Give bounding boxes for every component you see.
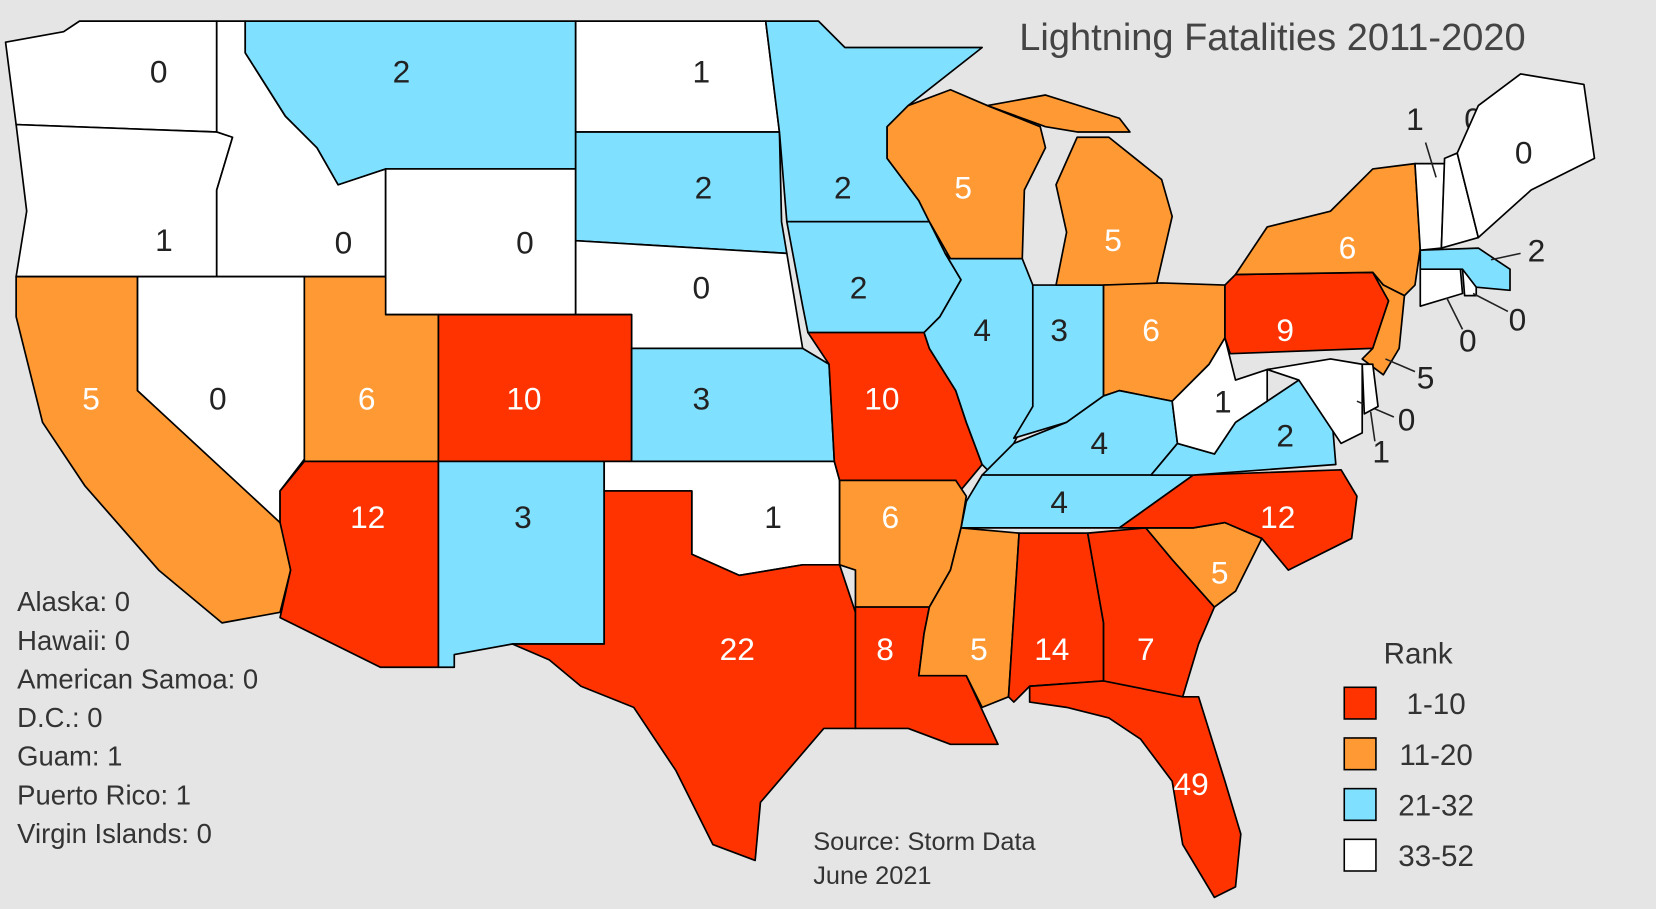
state-value: 1 [1372,433,1390,469]
state-value: 5 [1104,222,1122,258]
state-region [1007,532,1105,703]
state-value: 6 [1142,312,1160,348]
state-region [886,88,1047,260]
leader-line [1385,358,1416,373]
state-value: 3 [1050,312,1068,348]
state-value: 10 [864,381,899,417]
state-value: 4 [973,312,991,348]
state-region [384,168,577,316]
legend-swatch [1343,686,1377,720]
state-value: 1 [155,222,173,258]
legend-swatch [1343,787,1377,822]
legend-label: 21-32 [1398,789,1474,822]
state-value: 1 [1214,384,1232,420]
state-region [511,490,857,862]
state-value: 4 [1050,484,1068,520]
leader-line [1424,142,1437,178]
territory-note: Virgin Islands: 0 [17,818,212,849]
state-value: 4 [1091,425,1109,461]
state-region [574,20,781,133]
territory-note: Guam: 1 [17,741,122,772]
state-value: 0 [693,270,711,306]
state-value: 2 [1276,417,1294,453]
legend-title: Rank [1384,637,1453,670]
state-value: 1 [764,499,782,535]
state-region [1361,271,1406,376]
state-region [1171,336,1269,455]
leader-line [1445,297,1464,330]
state-value: 2 [393,53,411,89]
state-region [986,94,1131,133]
state-region [1055,136,1174,286]
state-region [1361,363,1379,415]
legend-swatch [1343,838,1377,872]
state-value: 2 [834,169,852,205]
state-region [1266,358,1364,445]
state-value: 9 [1276,312,1294,348]
state-region [630,347,836,463]
legend-swatch [1343,737,1377,771]
state-value: 5 [1211,555,1229,591]
state-value: 8 [876,631,894,667]
state-value: 14 [1034,631,1069,667]
state-value: 1 [1406,101,1424,137]
state-region [1118,468,1358,571]
legend-label: 33-52 [1398,840,1474,873]
state-value: 0 [1515,135,1533,171]
state-region [4,20,218,133]
leader-line [1490,252,1521,261]
state-value: 6 [1339,230,1357,266]
state-value: 7 [1137,631,1155,667]
state-value: 5 [954,169,972,205]
territory-note: Hawaii: 0 [17,625,130,656]
state-value: 5 [970,631,988,667]
state-value: 0 [516,224,534,260]
state-value: 0 [1509,301,1527,337]
state-value: 6 [881,499,899,535]
state-value: 0 [209,381,227,417]
territory-note: D.C.: 0 [17,702,102,733]
state-value: 3 [514,499,532,535]
state-region [1028,680,1242,899]
state-value: 0 [150,53,168,89]
state-region [574,131,788,255]
state-value: 0 [1459,322,1477,358]
state-value: 10 [506,381,541,417]
legend-label: 11-20 [1399,739,1472,772]
territory-note: Puerto Rico: 1 [17,779,191,810]
state-value: 49 [1174,766,1209,802]
state-value: 12 [1260,499,1295,535]
state-value: 22 [720,631,755,667]
leader-line [1369,411,1376,442]
state-region [1224,271,1390,355]
state-value: 12 [350,499,385,535]
state-value: 0 [1398,402,1416,438]
leader-line [1472,292,1509,313]
state-value: 0 [335,224,353,260]
state-region [1419,247,1511,292]
source-note: June 2021 [813,862,931,890]
territory-note: Alaska: 0 [17,586,130,617]
legend-label: 1-10 [1407,688,1466,721]
state-region [15,123,234,278]
state-value: 2 [850,270,868,306]
state-value: 2 [695,169,713,205]
state-value: 5 [1417,359,1435,395]
source-note: Source: Storm Data [813,828,1036,856]
territory-note: American Samoa: 0 [17,663,258,694]
state-region [785,220,962,334]
state-region [437,460,606,669]
state-value: 2 [1528,233,1546,269]
map-title: Lightning Fatalities 2011-2020 [1019,17,1525,59]
state-value: 5 [82,381,100,417]
state-value: 1 [693,53,711,89]
state-value: 6 [358,381,376,417]
state-region [1414,162,1446,252]
state-value: 3 [693,381,711,417]
state-region [1456,73,1596,239]
